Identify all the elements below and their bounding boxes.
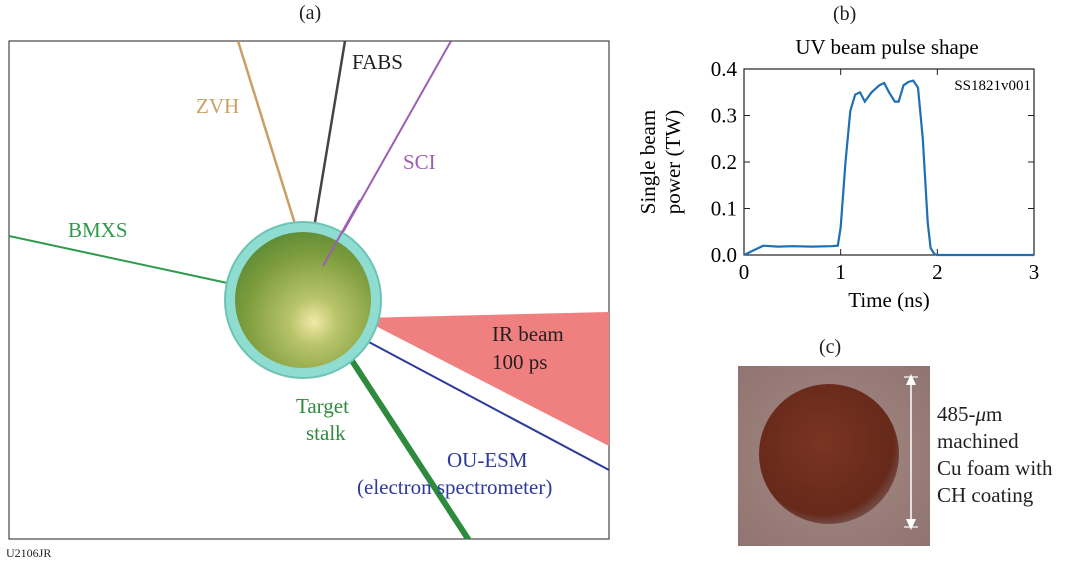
ouesm-line [349,331,609,471]
x-tick-label: 2 [932,260,943,284]
fabs-label: FABS [352,50,403,74]
sci-line-front [322,199,361,267]
panel-c-label: (c) [819,336,842,358]
foam-caption-4: CH coating [937,483,1034,507]
series-line [743,79,1034,257]
sci-label: SCI [403,150,436,174]
y-tick-label: 0.0 [711,243,737,267]
y-tick-label: 0.1 [711,197,737,221]
cu-foam-sphere [759,384,899,524]
x-tick-label: 3 [1029,260,1040,284]
ir-beam-wedge [360,312,609,446]
x-tick-label: 1 [835,260,846,284]
x-axis-label: Time (ns) [848,288,930,312]
dimension-arrow-bottom [906,519,916,530]
target-stalk [342,348,472,539]
foam-caption-size: 485- [937,402,976,426]
bmxs-line [9,235,261,291]
zvh-line [236,41,302,241]
stalk-label-1: Target [296,394,349,418]
ir-beam-label-2: 100 ps [492,350,548,374]
dimension-arrow-top [906,374,916,385]
stalk-label-2: stalk [306,421,346,445]
foam-caption-2: machined [937,429,1019,453]
ouesm-label-1: OU-ESM [447,448,528,472]
chart-annotation: SS1821v001 [954,78,1031,94]
y-axis-label-1: Single beam [636,110,660,214]
target-core [235,232,371,368]
foam-caption-1: 485-μm [937,402,1002,427]
panel-a-label: (a) [299,2,322,24]
panel-b-label: (b) [833,3,857,25]
y-tick-label: 0.3 [711,104,737,128]
ir-beam-label-1: IR beam [492,322,564,346]
x-tick-label: 0 [739,260,750,284]
ouesm-label-2: (electron spectrometer) [357,475,553,499]
bmxs-label: BMXS [68,218,128,242]
foam-caption-mu: μ [975,402,987,426]
foam-caption-unit: m [986,402,1003,426]
figure-id: U2106JR [6,546,52,560]
y-axis-label-2: power (TW) [661,110,685,214]
y-tick-label: 0.4 [711,57,738,81]
fabs-line [310,41,347,241]
zvh-label: ZVH [196,94,240,118]
chart-title: UV beam pulse shape [795,35,978,59]
foam-caption-3: Cu foam with [937,456,1053,480]
y-tick-label: 0.2 [711,150,737,174]
